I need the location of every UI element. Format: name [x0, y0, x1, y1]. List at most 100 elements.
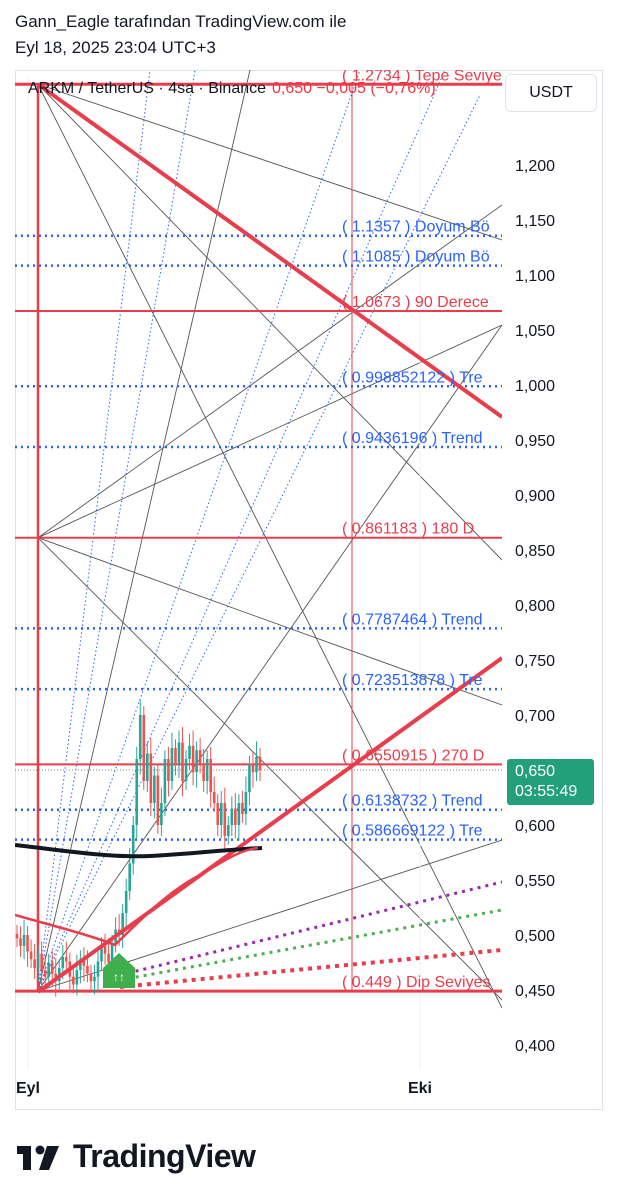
candle: [181, 727, 184, 797]
candle-body: [234, 808, 237, 825]
candle: [237, 794, 241, 841]
gann-fan-line-0: [37, 84, 502, 1009]
candle-body: [138, 715, 142, 759]
candle-body: [212, 792, 216, 803]
candle: [251, 752, 255, 788]
candle-body: [82, 959, 86, 966]
candle-body: [79, 959, 82, 971]
candle: [26, 926, 29, 967]
candle-body: [40, 953, 43, 971]
candle-body: [198, 750, 202, 765]
candle-body: [22, 935, 26, 946]
y-tick-label: 0,450: [515, 983, 555, 1000]
gann-fan-line-9: [37, 70, 251, 992]
candle-body: [223, 803, 227, 836]
candle-body: [47, 962, 50, 977]
green-dotted-line: [119, 908, 502, 982]
candle: [188, 733, 191, 770]
candle: [100, 937, 103, 971]
candle-body: [167, 759, 170, 781]
candle-body: [258, 756, 262, 770]
candle-body: [195, 750, 198, 773]
candle-body: [202, 764, 205, 781]
x-tick-label: Eyl: [16, 1080, 40, 1097]
candle: [195, 741, 198, 788]
y-tick-label: 0,700: [515, 708, 555, 725]
gann-fan-line-2: [37, 83, 502, 241]
candle: [212, 776, 216, 812]
candle-body: [205, 759, 209, 781]
candle-body: [149, 753, 153, 803]
level-label-1: ( 1.1357 ) Doyum Bö: [342, 219, 490, 236]
candle-body: [50, 962, 54, 974]
y-tick-label: 1,000: [515, 378, 555, 395]
level-label-12: ( 0.449 ) Dip Seviyes: [342, 974, 491, 991]
y-tick-label: 0,550: [515, 873, 555, 890]
candle: [244, 776, 248, 825]
candle: [82, 947, 86, 982]
level-label-4: ( 0.998852122 ) Tre: [342, 369, 483, 386]
purple-dotted-line: [119, 880, 502, 977]
candle-body: [100, 946, 103, 962]
candle: [248, 755, 251, 806]
candle-body: [174, 748, 177, 765]
candle-body: [135, 759, 139, 825]
candle-body: [142, 715, 146, 781]
candle-body: [61, 957, 65, 968]
gann-fan-line-7: [37, 324, 502, 992]
candle-body: [146, 753, 149, 781]
tradingview-logo-icon: [17, 1145, 59, 1170]
candle-body: [156, 775, 160, 825]
candle: [124, 878, 128, 929]
y-tick-label: 0,850: [515, 543, 555, 560]
candle-body: [93, 976, 96, 982]
candle-body: [219, 803, 223, 825]
candle-body: [124, 891, 128, 913]
candle: [22, 919, 26, 960]
candle: [234, 793, 237, 839]
candle-body: [26, 935, 29, 952]
y-tick-label: 0,800: [515, 598, 555, 615]
candle-body: [19, 938, 22, 946]
symbol-name: ARKM / TetherUS · 4sa · Binance: [28, 80, 267, 97]
moving-average-black: [15, 843, 263, 859]
candle: [138, 699, 142, 775]
candle: [230, 796, 234, 836]
candle: [142, 706, 146, 790]
candle-body: [191, 745, 195, 773]
candle: [65, 941, 68, 975]
candle: [96, 946, 100, 993]
candle-body: [160, 803, 163, 825]
candle-body: [15, 933, 19, 939]
last-price-tag: 0,650 03:55:49: [507, 759, 594, 805]
candle-body: [163, 759, 167, 803]
candle-body: [188, 745, 191, 759]
gann-fan-line-3: [37, 537, 502, 706]
gann-dotted-line-0: [37, 70, 361, 992]
level-label-10: ( 0.6138732 ) Trend: [342, 793, 483, 810]
level-label-5: ( 0.9436196 ) Trend: [342, 430, 483, 447]
candle: [156, 763, 160, 834]
candle-body: [72, 976, 75, 985]
y-tick-label: 0,400: [515, 1038, 555, 1055]
candle: [15, 925, 19, 948]
symbol-legend[interactable]: ARKM / TetherUS · 4sa · Binance 0,650 −0,…: [28, 80, 436, 98]
candle-body: [128, 863, 131, 891]
chart-frame[interactable]: [15, 70, 603, 1110]
candle-body: [36, 953, 40, 968]
tradingview-logo[interactable]: TradingView: [17, 1138, 256, 1175]
candle: [121, 904, 124, 949]
candle: [153, 766, 156, 819]
candle: [29, 939, 33, 968]
level-label-3: ( 1.0673 ) 90 Derece: [342, 294, 489, 311]
y-tick-label: 1,050: [515, 323, 555, 340]
candle-body: [241, 803, 244, 814]
pattern-marker: ↑↑: [103, 953, 135, 988]
currency-button[interactable]: USDT: [505, 74, 597, 112]
candle: [202, 749, 205, 792]
last-price-value: 0,650: [515, 763, 556, 780]
level-label-11: ( 0.586669122 ) Tre: [342, 823, 483, 840]
candle-body: [96, 961, 100, 977]
diagonal-down-line: [36, 82, 502, 419]
